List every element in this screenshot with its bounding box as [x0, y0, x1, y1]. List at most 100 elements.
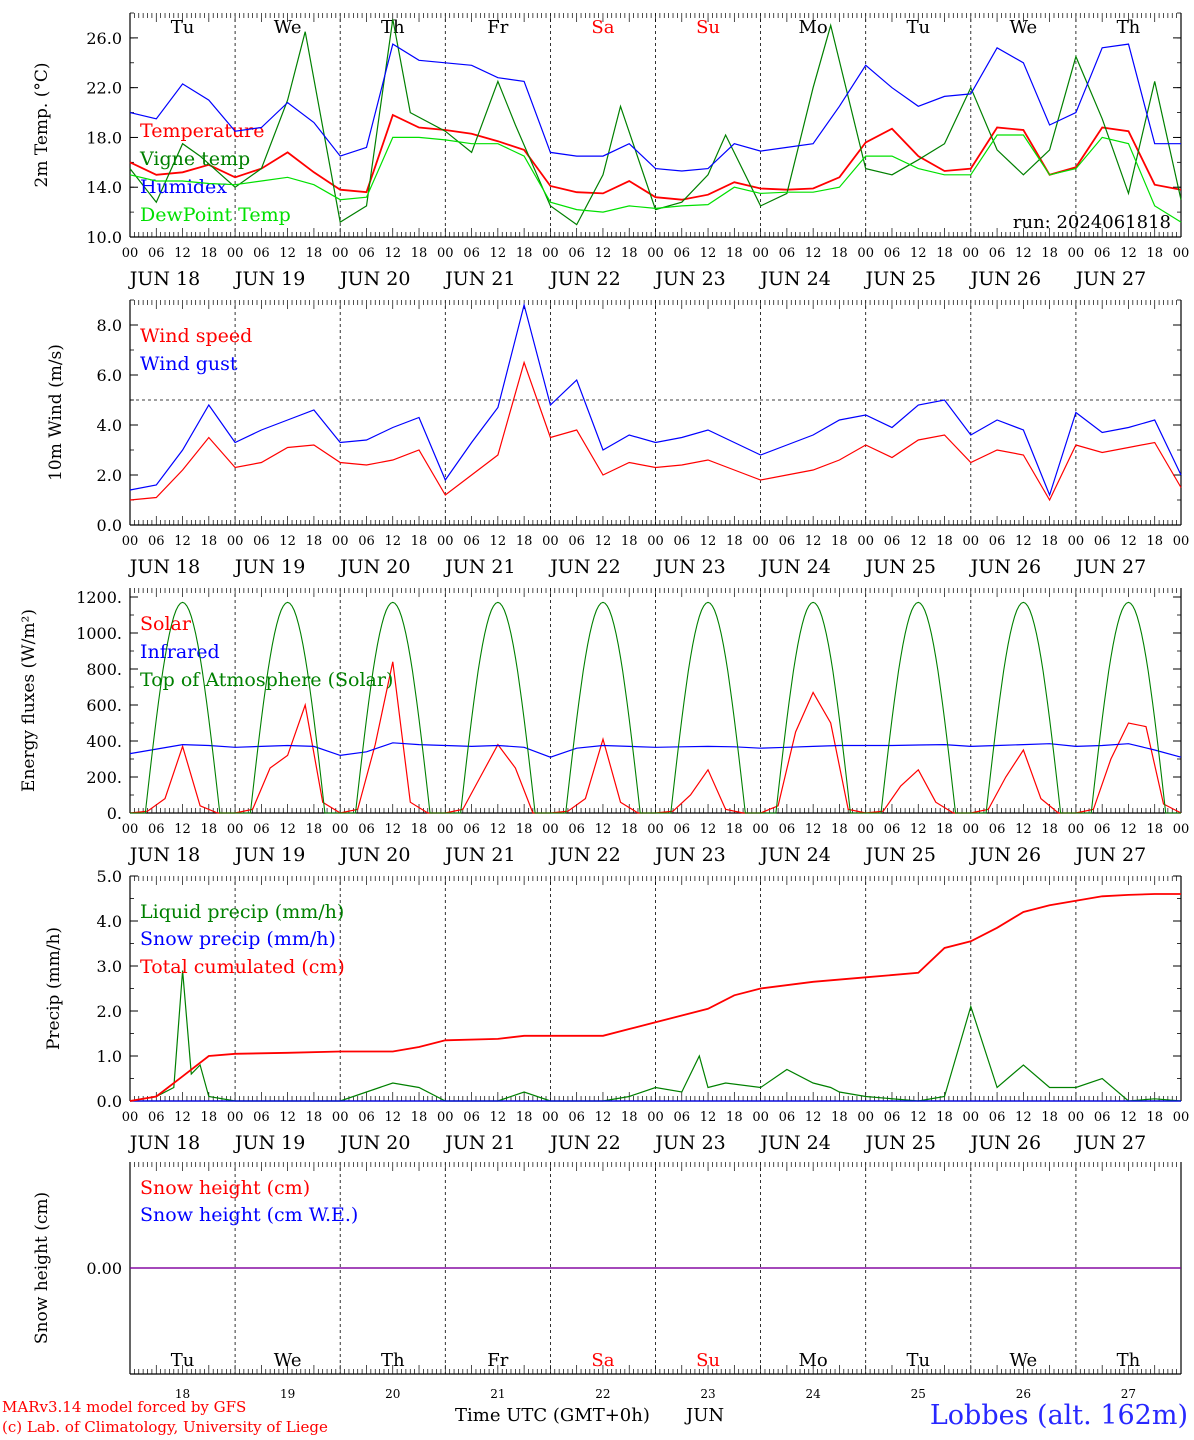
y-tick-label: 3.0: [97, 957, 122, 976]
hour-label: 00: [227, 1110, 244, 1125]
hour-label: 18: [1041, 246, 1058, 261]
date-label: JUN 25: [863, 844, 935, 866]
hour-label: 06: [674, 1110, 691, 1125]
date-label: JUN 24: [758, 268, 830, 290]
hour-label: 06: [884, 822, 901, 837]
date-label: JUN 23: [653, 844, 725, 866]
hour-label: 06: [253, 534, 270, 549]
hour-label: 06: [884, 534, 901, 549]
hour-label: 06: [674, 822, 691, 837]
hour-label: 18: [1146, 534, 1163, 549]
hour-label: 00: [332, 1110, 349, 1125]
hour-label: 06: [989, 534, 1006, 549]
hour-label: 00: [857, 534, 874, 549]
y-axis-title: Snow height (cm): [32, 1192, 52, 1344]
hour-label: 18: [936, 534, 953, 549]
hour-label: 18: [1146, 246, 1163, 261]
hour-label: 00: [1173, 822, 1190, 837]
hour-label: 00: [122, 1110, 139, 1125]
hour-label: 18: [411, 1110, 428, 1125]
hour-label: 00: [647, 534, 664, 549]
date-label: JUN 24: [758, 1132, 830, 1154]
day-of-week-label: Su: [696, 1350, 720, 1371]
hour-label: 06: [568, 534, 585, 549]
hour-label: 12: [384, 1110, 401, 1125]
hour-label: 18: [306, 246, 323, 261]
hour-label: 06: [989, 822, 1006, 837]
hour-label: 06: [358, 1110, 375, 1125]
hour-label: 06: [463, 822, 480, 837]
legend-dewpoint-temp: DewPoint Temp: [140, 204, 291, 226]
y-axis-title: 2m Temp. (°C): [32, 62, 52, 187]
y-axis-title: Precip (mm/h): [44, 927, 64, 1050]
hour-label: 12: [1120, 534, 1137, 549]
hour-label: 12: [490, 822, 507, 837]
hour-label: 12: [490, 1110, 507, 1125]
hour-label: 18: [726, 822, 743, 837]
date-label: JUN 25: [863, 268, 935, 290]
day-of-week-label: Tu: [171, 1350, 195, 1371]
hour-label: 18: [831, 822, 848, 837]
day-of-week-label: Th: [1117, 17, 1141, 38]
day-of-week-label: Sa: [591, 17, 614, 38]
hour-label: 12: [1015, 246, 1032, 261]
legend-snow-precip-mm-h: Snow precip (mm/h): [140, 928, 336, 950]
hour-label: 06: [253, 1110, 270, 1125]
hour-label: 12: [279, 246, 296, 261]
day-number-label: 25: [911, 1387, 926, 1401]
legend-liquid-precip-mm-h: Liquid precip (mm/h): [140, 901, 344, 923]
day-of-week-label: Sa: [591, 1350, 614, 1371]
hour-label: 00: [542, 246, 559, 261]
hour-label: 06: [884, 1110, 901, 1125]
hour-label: 12: [700, 534, 717, 549]
hour-label: 00: [332, 822, 349, 837]
date-label: JUN 26: [969, 844, 1041, 866]
day-of-week-label: Th: [381, 1350, 405, 1371]
hour-label: 00: [963, 534, 980, 549]
hour-label: 18: [621, 534, 638, 549]
hour-label: 12: [1120, 1110, 1137, 1125]
footer-lab-line: (c) Lab. of Climatology, University of L…: [2, 1418, 328, 1436]
y-tick-label: 400.: [86, 732, 122, 751]
y-tick-label: 0.0: [97, 1092, 122, 1111]
series-vigne-temp: [129, 19, 1182, 226]
hour-label: 12: [1015, 1110, 1032, 1125]
hour-label: 18: [936, 822, 953, 837]
y-tick-label: 1.0: [97, 1047, 122, 1066]
y-axis-title: Energy fluxes (W/m²): [19, 609, 39, 792]
y-tick-label: 8.0: [97, 316, 122, 335]
legend-solar: Solar: [140, 613, 192, 635]
hour-label: 18: [621, 822, 638, 837]
hour-label: 06: [148, 246, 165, 261]
hour-label: 18: [936, 1110, 953, 1125]
run-annotation: run: 2024061818: [1013, 212, 1171, 233]
series-wind-speed: [129, 360, 1182, 502]
hour-label: 06: [358, 246, 375, 261]
series-infrared: [129, 742, 1182, 758]
hour-label: 18: [726, 1110, 743, 1125]
hour-label: 12: [1120, 822, 1137, 837]
date-label: JUN 23: [653, 1132, 725, 1154]
hour-label: 00: [122, 822, 139, 837]
legend-total-cumulated-cm: Total cumulated (cm): [140, 956, 345, 978]
month-label: JUN: [686, 1405, 725, 1426]
hour-label: 12: [910, 534, 927, 549]
legend-snow-height-cm-w-e: Snow height (cm W.E.): [140, 1204, 358, 1226]
hour-label: 06: [253, 246, 270, 261]
day-of-week-label: We: [274, 1350, 302, 1371]
hour-label: 12: [805, 822, 822, 837]
date-label: JUN 23: [653, 268, 725, 290]
hour-label: 06: [253, 822, 270, 837]
x-axis-title: Time UTC (GMT+0h): [455, 1405, 650, 1426]
date-label: JUN 18: [128, 268, 200, 290]
y-tick-label: 200.: [86, 768, 122, 787]
hour-label: 12: [279, 822, 296, 837]
hour-label: 12: [805, 534, 822, 549]
hour-label: 12: [174, 534, 191, 549]
hour-label: 06: [148, 534, 165, 549]
hour-label: 18: [936, 246, 953, 261]
y-tick-label: 14.0: [86, 178, 122, 197]
day-of-week-label: Tu: [171, 17, 195, 38]
hour-label: 18: [1146, 1110, 1163, 1125]
hour-label: 18: [831, 1110, 848, 1125]
